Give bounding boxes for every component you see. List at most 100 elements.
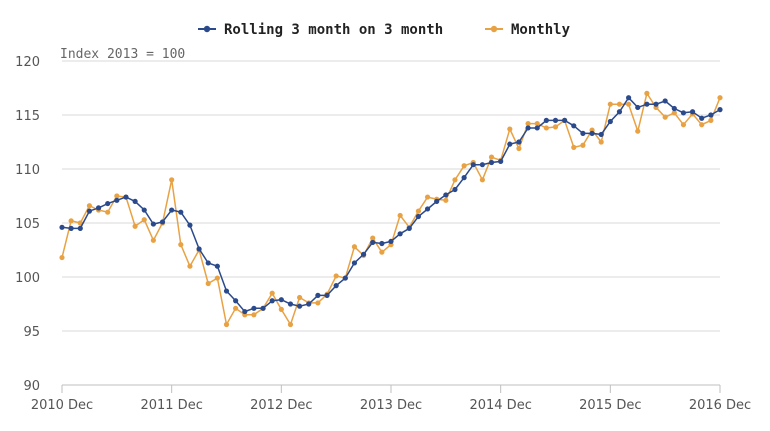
data-point	[251, 305, 257, 311]
data-point	[169, 177, 175, 183]
data-point	[507, 141, 513, 147]
data-point	[543, 117, 549, 123]
data-point	[479, 177, 485, 183]
data-point	[187, 222, 193, 228]
data-point	[452, 186, 458, 193]
series-line-0	[61, 96, 721, 313]
data-point	[461, 163, 467, 169]
data-point	[552, 124, 559, 130]
data-point	[699, 115, 705, 121]
data-point	[223, 321, 230, 328]
y-tick-label: 95	[23, 325, 40, 340]
data-point	[278, 306, 284, 312]
data-point	[534, 121, 540, 127]
legend-label: Rolling 3 month on 3 month	[224, 22, 443, 38]
data-point	[59, 254, 65, 261]
y-tick-label: 120	[15, 55, 40, 70]
data-point	[443, 192, 449, 198]
data-point	[671, 105, 677, 112]
data-point	[150, 221, 156, 227]
data-point	[452, 177, 458, 183]
x-tick-label: 2016 Dec	[689, 398, 751, 413]
data-point	[178, 209, 184, 215]
data-point	[635, 128, 641, 134]
data-point	[406, 225, 412, 231]
data-point	[278, 297, 284, 303]
data-point	[233, 298, 239, 304]
data-point	[123, 194, 129, 200]
data-point	[680, 122, 687, 128]
data-point	[717, 107, 723, 113]
legend-label: Monthly	[511, 22, 571, 38]
data-point	[644, 101, 650, 107]
data-point	[287, 301, 294, 307]
data-point	[516, 145, 522, 152]
data-point	[205, 280, 211, 287]
data-point	[580, 130, 586, 136]
y-tick-label: 105	[15, 217, 40, 232]
data-point	[95, 205, 102, 211]
data-point	[607, 101, 613, 107]
x-tick-label: 2012 Dec	[250, 398, 312, 413]
data-point	[525, 125, 531, 131]
chart-subtitle: Index 2013 = 100	[60, 47, 185, 62]
data-point	[86, 208, 93, 214]
grid	[62, 60, 720, 332]
legend: Rolling 3 month on 3 month Monthly	[198, 22, 571, 38]
data-point	[616, 109, 623, 115]
data-point	[86, 203, 93, 209]
data-point	[689, 109, 696, 115]
legend-swatch-marker	[203, 25, 211, 33]
x-tick-label: 2010 Dec	[31, 398, 93, 413]
data-point	[214, 275, 220, 281]
data-point	[59, 224, 65, 230]
data-point	[415, 208, 422, 214]
data-point	[607, 118, 613, 125]
data-point	[671, 110, 677, 116]
data-point	[205, 260, 211, 266]
data-point	[187, 263, 193, 269]
x-tick-label: 2013 Dec	[360, 398, 422, 413]
data-point	[169, 207, 175, 213]
legend-swatch-marker	[490, 25, 498, 33]
data-point	[580, 142, 586, 148]
data-point	[653, 101, 659, 107]
data-point	[598, 131, 604, 138]
data-point	[342, 275, 348, 281]
data-point	[470, 162, 476, 168]
data-point	[680, 110, 687, 116]
data-point	[315, 300, 321, 306]
y-tick-label: 115	[15, 109, 40, 124]
data-point	[141, 217, 147, 223]
data-point	[141, 207, 147, 213]
y-tick-label: 90	[23, 379, 40, 394]
data-point	[616, 101, 623, 107]
data-point	[214, 263, 220, 269]
data-point	[178, 242, 184, 248]
data-point	[415, 213, 422, 220]
data-point	[242, 308, 248, 315]
data-point	[443, 197, 449, 203]
data-point	[260, 305, 266, 311]
data-point	[388, 238, 394, 244]
data-point	[333, 273, 339, 279]
data-point	[662, 114, 668, 120]
data-point	[105, 209, 111, 215]
data-point	[315, 292, 321, 298]
data-point	[717, 95, 723, 101]
data-point	[534, 125, 540, 131]
data-point	[479, 162, 485, 168]
data-point	[397, 231, 403, 237]
data-point	[351, 244, 358, 250]
data-point	[708, 117, 714, 123]
y-tick-label: 110	[15, 163, 40, 178]
data-point	[68, 225, 74, 231]
data-point	[488, 154, 495, 160]
y-tick-label: 100	[15, 271, 40, 286]
data-point	[114, 197, 120, 203]
data-point	[635, 104, 641, 111]
data-point	[77, 225, 83, 231]
data-point	[114, 193, 120, 199]
